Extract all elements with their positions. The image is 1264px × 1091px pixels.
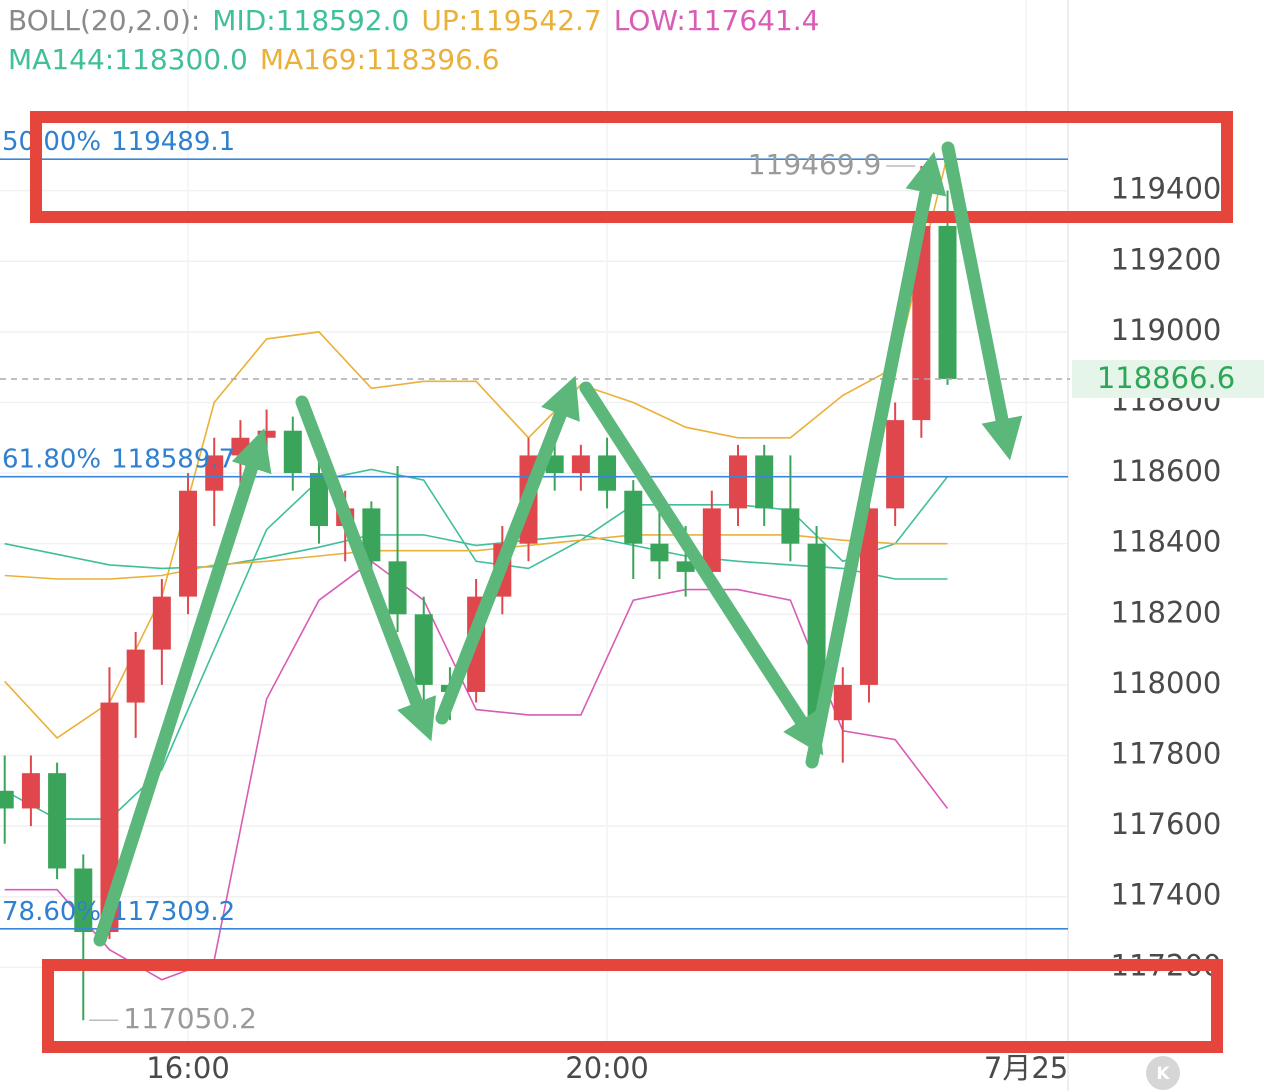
candle-body xyxy=(100,702,119,933)
fib-label: 50.00% 119489.1 xyxy=(2,127,235,157)
candle-body xyxy=(21,773,40,809)
legend-value: 118592.0 xyxy=(276,4,410,37)
candle-body xyxy=(388,561,407,615)
legend-value: 117641.4 xyxy=(686,4,820,37)
y-tick-label: 119400 xyxy=(1111,172,1222,206)
legend-name: UP: xyxy=(421,4,468,37)
fib-price: 117309.2 xyxy=(111,896,235,926)
candle-body xyxy=(833,684,852,721)
candle-body xyxy=(0,790,14,809)
x-tick-label: 20:00 xyxy=(565,1051,649,1085)
candle-body xyxy=(650,543,669,562)
y-tick-label: 119000 xyxy=(1111,313,1222,347)
candle-body xyxy=(414,614,433,685)
trend-arrow xyxy=(805,151,947,769)
candle-body xyxy=(126,649,145,703)
fib-percent: 78.60% xyxy=(2,896,101,926)
legend-row: BOLL(20,2.0): MID:118592.0 UP:119542.7 LOW:… xyxy=(8,4,819,37)
x-tick-label: 16:00 xyxy=(146,1051,230,1085)
legend-row: MA144:118300.0 MA169:118396.6 xyxy=(8,43,500,76)
y-tick-label: 117400 xyxy=(1111,878,1222,912)
fib-price: 118589.7 xyxy=(111,444,235,474)
candle-body xyxy=(48,773,67,869)
indicator-line xyxy=(4,534,948,580)
candle-body xyxy=(859,508,878,685)
candle-body xyxy=(598,455,617,491)
y-tick-label: 117600 xyxy=(1111,807,1222,841)
fib-percent: 61.80% xyxy=(2,444,101,474)
trend-arrow xyxy=(941,141,1023,461)
fib-percent: 50.00% xyxy=(2,127,101,157)
trend-arrow xyxy=(295,395,437,742)
legend-name: MA169: xyxy=(260,43,366,76)
low-label: 117050.2 xyxy=(123,1002,257,1035)
fib-label: 61.80% 118589.7 xyxy=(2,444,235,474)
candle-body xyxy=(781,508,800,544)
legend-name: LOW: xyxy=(614,4,686,37)
candle-body xyxy=(309,473,328,527)
candle-body xyxy=(571,455,590,474)
indicator-line xyxy=(4,560,949,981)
candle-body xyxy=(729,455,748,509)
fib-label: 78.60% 117309.2 xyxy=(2,896,235,926)
highlight-box xyxy=(42,959,1223,1053)
x-tick-label: 7月25 xyxy=(984,1051,1068,1085)
fib-price: 119489.1 xyxy=(111,127,235,157)
indicator-line xyxy=(4,534,948,580)
logo-icon xyxy=(1146,1056,1180,1090)
y-tick-label: 119200 xyxy=(1111,242,1222,276)
candle-body xyxy=(886,420,905,509)
candle-body xyxy=(74,868,93,933)
candle-body xyxy=(179,490,198,597)
y-tick-label: 118600 xyxy=(1111,454,1222,488)
y-tick-label: 118400 xyxy=(1111,525,1222,559)
trend-arrow xyxy=(579,381,824,756)
candle-body xyxy=(807,543,826,721)
legend-name: MID: xyxy=(212,4,275,37)
legend-name: MA144: xyxy=(8,43,114,76)
y-tick-label: 118000 xyxy=(1111,666,1222,700)
candle-body xyxy=(624,490,643,544)
trend-arrow xyxy=(93,428,272,947)
candle-body xyxy=(257,430,276,438)
candle-body xyxy=(362,508,381,562)
y-tick-label: 118200 xyxy=(1111,595,1222,629)
candle-body xyxy=(938,225,957,379)
last-price-box xyxy=(1072,359,1264,398)
candle-body xyxy=(676,561,695,572)
y-tick-label: 117800 xyxy=(1111,737,1222,771)
last-price-label: 118866.6 xyxy=(1097,361,1235,395)
annotations xyxy=(30,111,1233,1053)
legend-value: 118396.6 xyxy=(366,43,500,76)
candle-body xyxy=(152,596,171,650)
high-label: 119469.9 xyxy=(748,148,882,181)
legend-value: 118300.0 xyxy=(114,43,248,76)
candle-body xyxy=(545,455,564,474)
candle-body xyxy=(283,430,302,474)
highlight-box xyxy=(30,111,1233,223)
trend-arrow xyxy=(435,375,580,725)
candle-body xyxy=(755,455,774,509)
candle-body xyxy=(205,455,224,491)
candle-body xyxy=(702,508,721,572)
legend-value: 119542.7 xyxy=(468,4,602,37)
logo-text: K xyxy=(1156,1064,1170,1084)
indicator-title: BOLL(20,2.0): xyxy=(8,4,200,37)
candle-body xyxy=(912,225,931,421)
